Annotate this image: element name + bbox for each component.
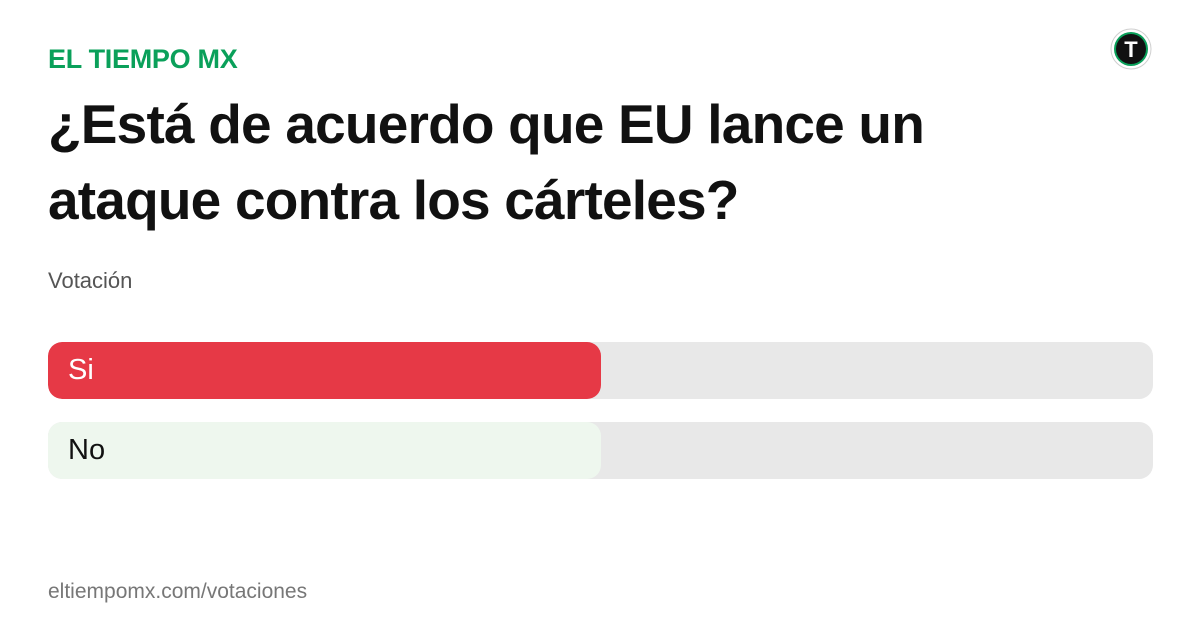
poll-question: ¿Está de acuerdo que EU lance un ataque …: [48, 93, 925, 231]
poll-option-label-si: Si: [68, 354, 94, 386]
poll-option-si[interactable]: Si: [48, 342, 1153, 399]
el-tiempo-logo-icon: T: [1110, 28, 1152, 70]
poll-subtitle: Votación: [48, 268, 133, 293]
logo-letter: T: [1124, 37, 1138, 62]
footer-url[interactable]: eltiempomx.com/votaciones: [48, 580, 308, 603]
poll-options: Si No: [48, 342, 1153, 502]
poll-option-fill-no: [48, 422, 601, 479]
brand-name: EL TIEMPO MX: [48, 44, 238, 74]
poll-option-label-no: No: [68, 434, 106, 466]
poll-option-fill-si: [48, 342, 601, 399]
poll-option-no[interactable]: No: [48, 422, 1153, 479]
